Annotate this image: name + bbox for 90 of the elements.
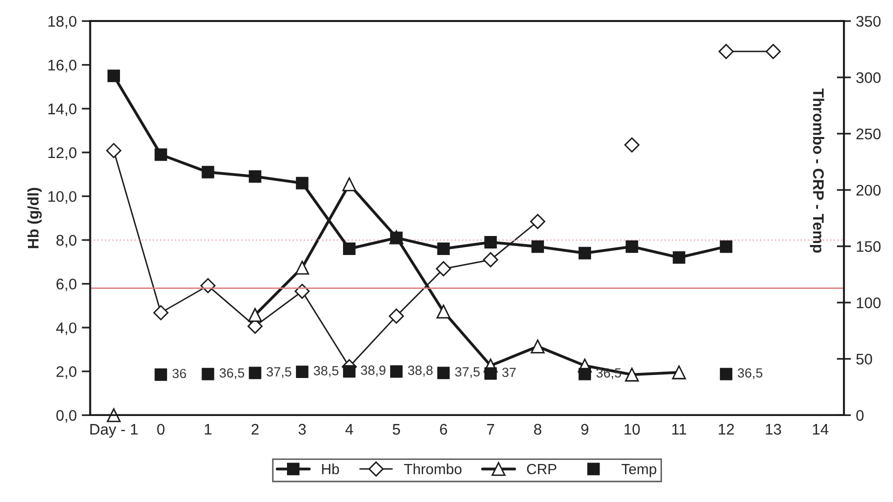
y-tick-label: 18,0 <box>48 16 76 29</box>
x-tick-label: Day - 1 <box>90 424 138 438</box>
x-tick-label: 0 <box>157 424 165 435</box>
legend-label: CRP <box>527 464 556 474</box>
y-axis-title: Hb (g/dl) <box>27 188 42 248</box>
x-tick-label: 11 <box>672 424 686 435</box>
point <box>483 252 498 268</box>
x-tick-label: 13 <box>766 424 782 435</box>
y2-tick-label: 300 <box>856 72 881 84</box>
point <box>624 368 639 382</box>
y-tick-label: 12,0 <box>48 147 76 160</box>
point <box>153 305 168 320</box>
y-tick-label: 6,0 <box>56 278 76 292</box>
point <box>672 251 686 264</box>
point <box>248 308 262 322</box>
point <box>436 261 452 276</box>
point <box>766 44 781 60</box>
point <box>154 148 168 161</box>
point <box>531 240 544 253</box>
y-tick-label: 4,0 <box>56 322 76 336</box>
point <box>154 368 168 381</box>
data-label: 37,5 <box>266 367 292 378</box>
x-tick-label: 5 <box>392 424 400 435</box>
point <box>390 365 403 378</box>
y2-tick-label: 250 <box>856 128 881 140</box>
point <box>578 246 592 260</box>
data-label: 37,5 <box>455 367 480 378</box>
point <box>295 260 310 275</box>
point <box>720 368 732 380</box>
y2-tick-label: 50 <box>856 354 872 365</box>
x-tick-label: 3 <box>298 424 306 435</box>
y2-tick-label: 200 <box>856 184 881 196</box>
point <box>296 366 308 378</box>
y-tick-label: 8,0 <box>56 234 76 248</box>
point <box>202 368 214 380</box>
x-tick-label: 1 <box>204 424 212 435</box>
point <box>248 170 262 183</box>
x-tick-label: 9 <box>581 424 588 435</box>
y-tick-label: 2,0 <box>56 366 76 379</box>
point <box>530 214 546 230</box>
legend-label: Hb <box>322 464 339 474</box>
data-label: 36,5 <box>596 368 622 380</box>
x-tick-label: 14 <box>813 424 828 435</box>
x-tick-label: 4 <box>345 424 354 435</box>
y2-tick-label: 100 <box>856 297 881 308</box>
y2-axis-title: Thrombo - CRP - Temp <box>810 88 824 253</box>
point <box>578 368 592 380</box>
data-label: 38,5 <box>314 366 338 377</box>
data-label: 38,9 <box>360 366 386 376</box>
y-tick-label: 16,0 <box>48 60 76 72</box>
point <box>342 177 356 192</box>
data-label: 38,8 <box>408 366 433 377</box>
point <box>343 242 356 256</box>
data-label: 36 <box>172 368 186 378</box>
y-tick-label: 14,0 <box>48 104 76 116</box>
data-label: 36,5 <box>738 368 762 380</box>
x-tick-label: 10 <box>624 424 640 435</box>
y-tick-label: 0,0 <box>56 410 76 423</box>
x-tick-label: 2 <box>252 424 259 435</box>
point <box>107 70 120 82</box>
y2-tick-label: 350 <box>856 16 881 27</box>
point <box>437 366 450 380</box>
point <box>672 365 686 380</box>
x-tick-label: 6 <box>440 424 448 435</box>
point <box>202 166 214 178</box>
x-tick-label: 12 <box>718 424 734 435</box>
point <box>106 142 122 158</box>
legend-label: Temp <box>622 464 656 478</box>
point <box>718 44 734 60</box>
data-label: 36,5 <box>220 368 244 380</box>
point <box>248 366 262 380</box>
point <box>624 137 640 153</box>
legend-label: Thrombo <box>404 464 462 474</box>
point <box>388 308 404 324</box>
x-tick-label: 8 <box>534 424 542 435</box>
point <box>530 340 545 354</box>
data-label: 37 <box>502 368 516 378</box>
point <box>437 242 450 256</box>
y2-tick-label: 0 <box>856 410 864 421</box>
point <box>484 367 497 380</box>
x-tick-label: 7 <box>487 424 494 435</box>
point <box>390 232 403 244</box>
point <box>343 365 356 378</box>
y-tick-label: 10,0 <box>48 191 76 204</box>
point <box>296 176 308 190</box>
point <box>484 236 497 248</box>
point <box>720 240 732 253</box>
point <box>436 304 450 319</box>
point <box>626 240 638 253</box>
y2-tick-label: 150 <box>856 241 881 252</box>
